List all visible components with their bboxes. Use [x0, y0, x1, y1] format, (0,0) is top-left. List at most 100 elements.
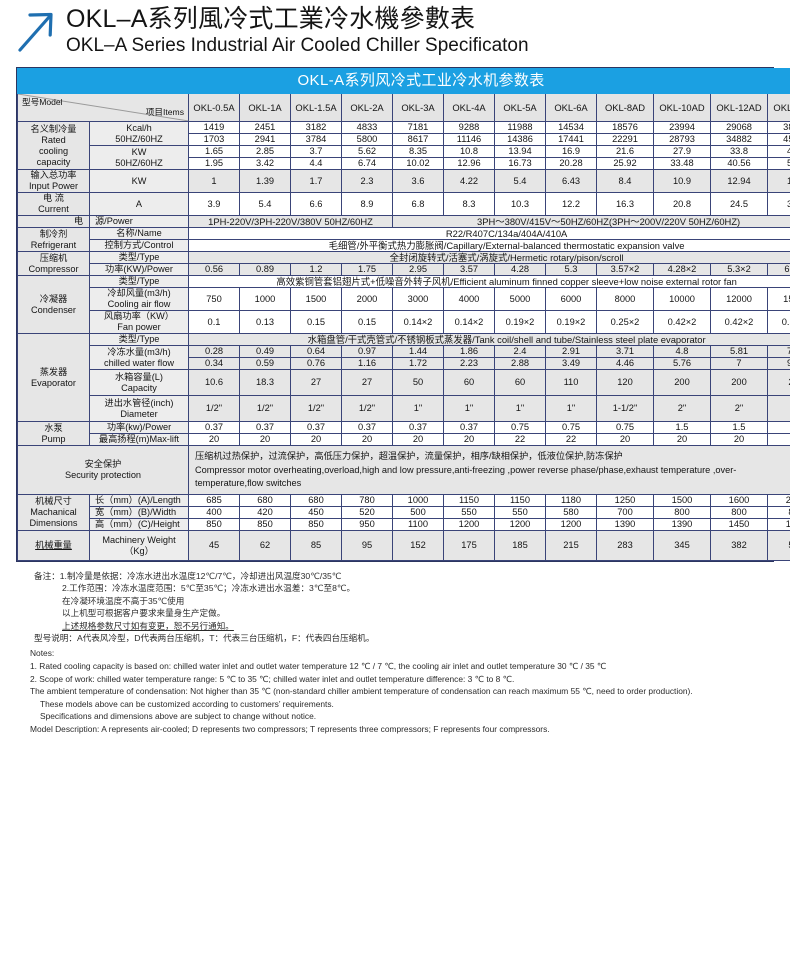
cell: 1180 — [545, 494, 597, 507]
cell: 12000 — [710, 287, 768, 311]
cell: 22291 — [596, 133, 654, 146]
cell: 3784 — [290, 133, 342, 146]
cell: 10.3 — [494, 192, 546, 216]
cell: 5.62 — [341, 145, 393, 158]
cell: 0.42×2 — [653, 310, 711, 334]
cell: 24.5 — [710, 192, 768, 216]
cell: 3182 — [290, 121, 342, 134]
cell: 53.4 — [766, 157, 790, 170]
cell: 1419 — [188, 121, 240, 134]
page-header: OKL–A系列風冷式工業冷水機參數表 OKL–A Series Industri… — [0, 0, 790, 61]
row-refrigerant-name: 制冷剂 Refrigerant 名称/Name R22/R407C/134a/4… — [17, 227, 790, 252]
cell: 1500 — [290, 287, 342, 311]
model-col-8: OKL-8AD — [596, 93, 654, 122]
cell: 5.3×2 — [710, 263, 768, 276]
spec-table: OKL-A系列风冷式工业冷水机参数表 型号Model 项目Items OKL-0… — [16, 68, 790, 561]
cell: 1150 — [443, 494, 495, 507]
cell: 20.28 — [545, 157, 597, 170]
row-dim-length: 机械尺寸 Machanical Dimensions 长（mm）(A)/Leng… — [17, 494, 790, 531]
cell: 16.3 — [596, 192, 654, 216]
cell: 450 — [290, 506, 342, 519]
cell: 8.35 — [392, 145, 444, 158]
cell: 270 — [766, 369, 790, 396]
cell: 18576 — [596, 121, 654, 134]
cell: 5.4 — [494, 169, 546, 193]
cell: 0.19×2 — [494, 310, 546, 334]
cell: 1390 — [596, 518, 654, 531]
cell: 27 — [341, 369, 393, 396]
cell: 1.39 — [239, 169, 291, 193]
cell: 3000 — [392, 287, 444, 311]
row-kcal-60: 1703 2941 3784 5800 8617 11146 14386 174… — [18, 133, 790, 146]
group-label-weight: 机械重量 — [17, 530, 90, 561]
row-kcal-50: 名义制冷量 Rated cooling capacity Kcal/h 50HZ… — [17, 121, 790, 170]
group-label-security: 安全保护 Security protection — [17, 445, 189, 495]
cell: 2.23 — [443, 357, 495, 370]
cell: 22 — [545, 433, 597, 446]
cell: 14386 — [494, 133, 546, 146]
cell: 0.37 — [290, 421, 342, 434]
cell: 1200 — [545, 518, 597, 531]
cell: 0.37 — [443, 421, 495, 434]
cell: 29068 — [710, 121, 768, 134]
cell: 0.37 — [341, 421, 393, 434]
note-en-1: 1. Rated cooling capacity is based on: c… — [30, 661, 607, 672]
cell: 120 — [596, 369, 654, 396]
unit-evaporator-diameter: 进出水管径(inch) Diameter — [89, 395, 189, 422]
cell: 3.71 — [596, 345, 654, 358]
model-col-0: OKL-0.5A — [188, 93, 240, 122]
cell: 0.75 — [596, 421, 654, 434]
cell: 11988 — [494, 121, 546, 134]
security-text-en-1: Compressor motor overheating,overload,hi… — [195, 465, 737, 475]
cell: 20 — [341, 433, 393, 446]
cell: 345 — [653, 530, 711, 561]
cell: 750 — [188, 287, 240, 311]
cell: 0.97 — [341, 345, 393, 358]
model-col-1: OKL-1A — [239, 93, 291, 122]
note-en-4: These models above can be customized acc… — [40, 698, 334, 709]
unit-dim-height: 高（mm）(C)/Height — [89, 518, 189, 531]
cell: 8.3 — [443, 192, 495, 216]
cell: 0.55×2 — [766, 310, 790, 334]
row-dim-width: 宽（mm）(B)/Width 400 420 450 520 500 550 5… — [18, 506, 790, 519]
cell: 9288 — [443, 121, 495, 134]
cell: 50 — [392, 369, 444, 396]
cell: 22 — [494, 433, 546, 446]
cell: 38270 — [766, 121, 790, 134]
cell: 60 — [494, 369, 546, 396]
unit-condenser-airflow: 冷却风量(m3/h) Cooling air flow — [89, 287, 189, 311]
cell: 5.81 — [710, 345, 768, 358]
cell: 1000 — [239, 287, 291, 311]
cell: 0.49 — [239, 345, 291, 358]
table-banner-row: OKL-A系列风冷式工业冷水机参数表 — [16, 68, 790, 94]
refrigerant-control-value: 毛细管/外平衡式热力膨胀阀/Capillary/External-balance… — [187, 239, 790, 252]
cell: 175 — [443, 530, 495, 561]
unit-refrigerant-name: 名称/Name — [89, 227, 189, 240]
cell: 580 — [766, 530, 790, 561]
row-kw-50: KW 50HZ/60HZ 1.65 2.85 3.7 5.62 8.35 10.… — [18, 145, 790, 170]
cell: 215 — [545, 530, 597, 561]
evaporator-type-value: 水箱盘管/干式壳管式/不锈钢板式蒸发器/Tank coil/shell and … — [187, 333, 790, 346]
cell: 0.56 — [188, 263, 240, 276]
cell: 1000 — [392, 494, 444, 507]
cell: 3.7 — [290, 145, 342, 158]
table-banner: OKL-A系列风冷式工业冷水机参数表 — [16, 68, 790, 94]
cell: 5000 — [494, 287, 546, 311]
cell: 10.8 — [443, 145, 495, 158]
cell: 1200 — [494, 518, 546, 531]
cell: 16.9 — [766, 169, 790, 193]
cell: 2.91 — [545, 345, 597, 358]
cell: 4.28×2 — [653, 263, 711, 276]
cell: 25.92 — [596, 157, 654, 170]
note-en-5: Specifications and dimensions above are … — [40, 711, 317, 722]
cell: 2.85 — [239, 145, 291, 158]
cell: 12.2 — [545, 192, 597, 216]
cell: 6.8×2 — [766, 263, 790, 276]
unit-input-power: KW — [89, 169, 189, 193]
cell: 6.43 — [545, 169, 597, 193]
cell: 20 — [239, 433, 291, 446]
cell: 800 — [653, 506, 711, 519]
cell: 3.49 — [545, 357, 597, 370]
cell: 34882 — [710, 133, 768, 146]
cell: 1.7 — [290, 169, 342, 193]
